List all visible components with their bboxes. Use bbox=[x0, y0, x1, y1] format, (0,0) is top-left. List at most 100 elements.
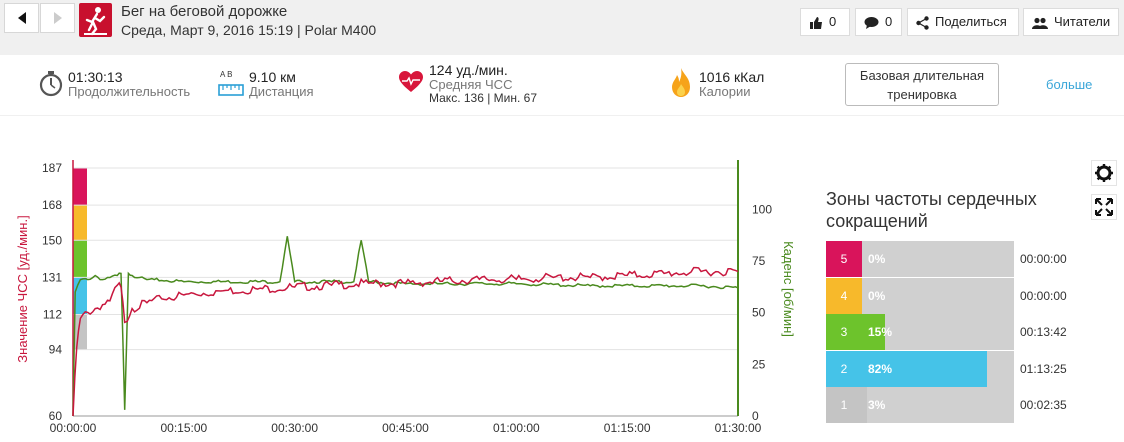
zone-time: 00:00:00 bbox=[1020, 289, 1067, 303]
zone-percent: 82% bbox=[868, 362, 893, 376]
x-tick-label: 01:15:00 bbox=[604, 421, 651, 435]
comment-count: 0 bbox=[885, 14, 893, 29]
back-button[interactable] bbox=[4, 3, 39, 33]
zone-band-3 bbox=[73, 240, 87, 278]
distance-label: Дистанция bbox=[249, 84, 314, 99]
readers-button[interactable]: Читатели bbox=[1023, 8, 1119, 36]
people-icon bbox=[1032, 17, 1048, 29]
zone-bar bbox=[862, 387, 867, 423]
zone-number: 3 bbox=[826, 314, 862, 350]
stopwatch-icon bbox=[39, 71, 63, 97]
distance-value: 9.10 км bbox=[249, 69, 296, 85]
cadence-series-line bbox=[72, 236, 739, 417]
zone-row-1: 1 3% bbox=[826, 387, 1014, 423]
share-label: Поделиться bbox=[935, 14, 1007, 29]
left-tick-label: 150 bbox=[42, 233, 62, 247]
share-icon bbox=[916, 15, 929, 30]
training-tag-line1: Базовая длительная bbox=[859, 68, 985, 83]
x-tick-label: 00:15:00 bbox=[160, 421, 207, 435]
gear-icon bbox=[1095, 164, 1113, 182]
chart-grid bbox=[72, 160, 739, 417]
hr-zones-title: Зоны частоты сердечных сокращений bbox=[826, 188, 1076, 232]
left-tick-label: 94 bbox=[49, 343, 63, 357]
zone-time: 00:00:00 bbox=[1020, 252, 1067, 266]
calories-value: 1016 кКал bbox=[699, 69, 765, 85]
zone-bar bbox=[862, 351, 987, 387]
zone-number: 4 bbox=[826, 278, 862, 314]
left-tick-label: 112 bbox=[43, 307, 62, 321]
zone-band-5 bbox=[73, 168, 87, 206]
zone-band-4 bbox=[73, 205, 87, 241]
duration-value: 01:30:13 bbox=[68, 69, 123, 85]
readers-label: Читатели bbox=[1054, 14, 1111, 29]
zone-time: 00:13:42 bbox=[1020, 325, 1067, 339]
top-bar: Бег на беговой дорожке Среда, Март 9, 20… bbox=[0, 0, 1124, 44]
fullscreen-button[interactable] bbox=[1091, 194, 1117, 220]
hr-zones-title-line2: сокращений bbox=[826, 211, 928, 231]
zone-bar bbox=[862, 314, 885, 350]
comment-icon bbox=[864, 17, 879, 30]
training-benefit-tag[interactable]: Базовая длительная тренировка bbox=[845, 63, 999, 106]
running-sport-icon bbox=[79, 3, 112, 37]
zone-number: 1 bbox=[826, 387, 862, 423]
flame-icon bbox=[672, 68, 690, 97]
duration-label: Продолжительность bbox=[68, 84, 191, 99]
zone-percent: 15% bbox=[868, 325, 893, 339]
more-link[interactable]: больше bbox=[1046, 77, 1093, 92]
zone-row-5: 5 0% bbox=[826, 241, 1014, 277]
arrow-right-icon bbox=[54, 12, 62, 24]
zone-percent: 3% bbox=[868, 398, 886, 412]
zone-band-1 bbox=[73, 314, 87, 350]
avg-hr-label: Средняя ЧСС bbox=[429, 77, 513, 92]
calories-label: Калории bbox=[699, 84, 751, 99]
ruler-icon bbox=[218, 84, 244, 96]
left-axis-ticks: 187 168 150 131 112 94 60 bbox=[42, 161, 62, 423]
x-tick-label: 00:30:00 bbox=[271, 421, 318, 435]
avg-hr-value: 124 уд./мин. bbox=[429, 62, 508, 78]
zone-row-2: 2 82% bbox=[826, 351, 1014, 387]
left-tick-label: 131 bbox=[42, 270, 62, 284]
x-tick-label: 00:00:00 bbox=[50, 421, 97, 435]
zone-time: 01:13:25 bbox=[1020, 362, 1067, 376]
summary-strip: 01:30:13 Продолжительность A B 9.10 км Д… bbox=[0, 55, 1124, 115]
training-tag-line2: тренировка bbox=[887, 87, 957, 102]
left-axis-label: Значение ЧСС [уд./мин.] bbox=[15, 215, 30, 362]
x-tick-label: 00:45:00 bbox=[382, 421, 429, 435]
forward-button[interactable] bbox=[40, 3, 75, 33]
arrow-left-icon bbox=[18, 12, 26, 24]
comments-button[interactable]: 0 bbox=[855, 8, 902, 36]
x-tick-label: 01:30:00 bbox=[715, 421, 762, 435]
right-tick-label: 0 bbox=[752, 409, 759, 423]
zone-percent: 0% bbox=[868, 289, 886, 303]
left-tick-label: 187 bbox=[42, 161, 62, 175]
like-count: 0 bbox=[829, 14, 837, 29]
hr-min-max: Макс. 136 | Мин. 67 bbox=[429, 91, 538, 105]
x-tick-label: 01:00:00 bbox=[493, 421, 540, 435]
right-axis-label: Каденс [об/мин] bbox=[781, 241, 796, 337]
hr-zones-title-line1: Зоны частоты сердечных bbox=[826, 189, 1037, 209]
left-tick-label: 168 bbox=[42, 198, 62, 212]
heart-rate-series-line bbox=[72, 266, 739, 417]
zone-row-3: 3 15% bbox=[826, 314, 1014, 350]
right-tick-label: 25 bbox=[752, 357, 766, 371]
right-axis-ticks: 100 75 50 25 0 bbox=[752, 202, 772, 423]
zone-number: 2 bbox=[826, 351, 862, 387]
like-button[interactable]: 0 bbox=[800, 8, 850, 36]
zone-time: 00:02:35 bbox=[1020, 398, 1067, 412]
zone-number: 5 bbox=[826, 241, 862, 277]
zone-row-4: 4 0% bbox=[826, 278, 1014, 314]
x-axis-ticks: 00:00:00 00:15:00 00:30:00 00:45:00 01:00:00… bbox=[50, 421, 762, 435]
distance-ab-label: A B bbox=[220, 70, 233, 79]
thumbs-up-icon bbox=[810, 16, 822, 29]
settings-button[interactable] bbox=[1091, 160, 1117, 186]
workout-title: Бег на беговой дорожке bbox=[121, 3, 288, 20]
zone-percent: 0% bbox=[868, 252, 886, 266]
left-tick-label: 60 bbox=[49, 409, 63, 423]
expand-icon bbox=[1095, 198, 1113, 216]
share-button[interactable]: Поделиться bbox=[907, 8, 1019, 36]
right-tick-label: 100 bbox=[752, 202, 772, 216]
heart-icon bbox=[399, 71, 423, 92]
workout-subtitle: Среда, Март 9, 2016 15:19 | Polar M400 bbox=[121, 22, 377, 38]
right-tick-label: 75 bbox=[752, 254, 766, 268]
